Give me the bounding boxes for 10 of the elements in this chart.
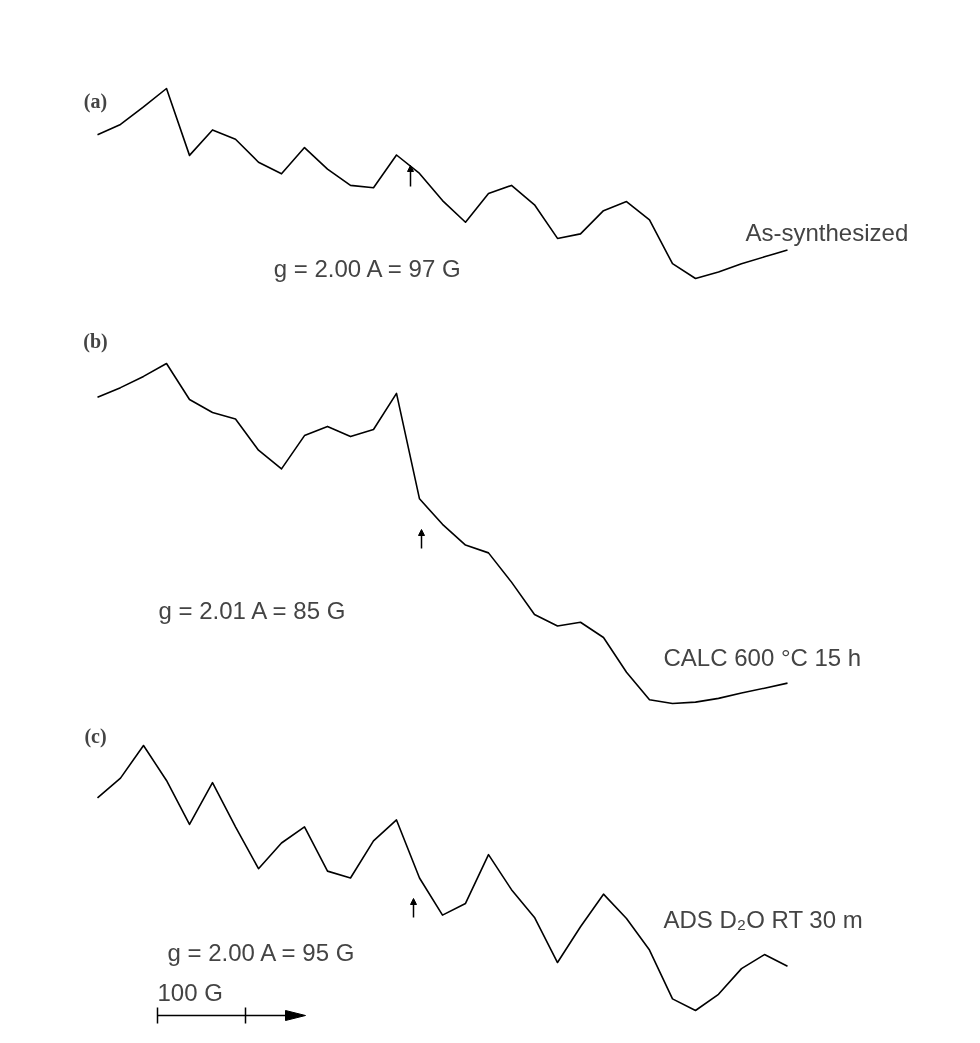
annotation: g = 2.01 A = 85 G bbox=[158, 597, 346, 624]
chart-title: (b) bbox=[83, 329, 108, 353]
annotation: g = 2.00 A = 97 G bbox=[273, 255, 461, 282]
annotation: ADS D₂O RT 30 m bbox=[663, 906, 863, 933]
chart-title: (c) bbox=[84, 724, 107, 748]
annotation: 100 G bbox=[157, 979, 223, 1006]
annotation: CALC 600 °C 15 h bbox=[663, 644, 862, 671]
chart-title: (a) bbox=[83, 89, 108, 113]
annotation: g = 2.00 A = 95 G bbox=[167, 939, 355, 966]
annotation: As-synthesized bbox=[745, 219, 909, 246]
